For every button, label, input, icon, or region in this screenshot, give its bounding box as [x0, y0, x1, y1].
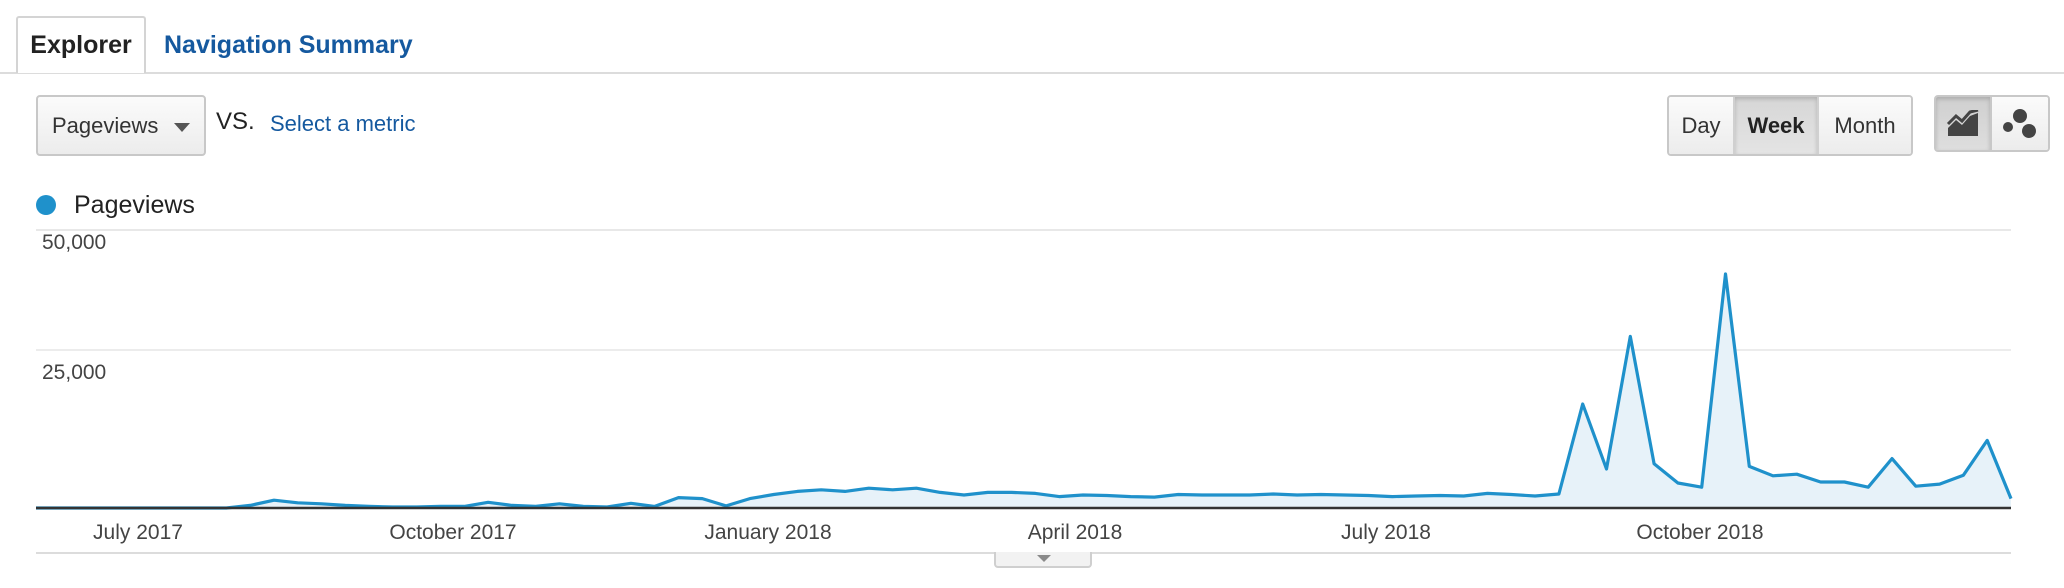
series-area-fill — [36, 274, 2011, 508]
period-day-button[interactable]: Day — [1669, 97, 1735, 154]
pageviews-chart: 50,000 25,000 July 2017 October 2017 January… — [36, 229, 2013, 544]
collapse-chart-handle[interactable] — [994, 552, 1092, 568]
line-chart-button[interactable] — [1936, 97, 1992, 150]
x-tick-label: July 2017 — [93, 521, 183, 544]
vs-label: VS. — [216, 108, 255, 135]
y-tick-label: 25,000 — [42, 361, 106, 384]
y-tick-label: 50,000 — [42, 231, 106, 254]
x-tick-label: October 2017 — [389, 521, 516, 544]
line-chart-icon — [1946, 109, 1979, 136]
x-tick-label: January 2018 — [704, 521, 831, 544]
metric-dropdown[interactable]: Pageviews — [36, 95, 206, 156]
chevron-down-icon — [174, 123, 190, 132]
motion-chart-button[interactable] — [1992, 97, 2048, 150]
period-toggle: Day Week Month — [1667, 95, 1913, 156]
period-month-button[interactable]: Month — [1819, 97, 1911, 154]
period-week-button[interactable]: Week — [1735, 97, 1819, 154]
x-tick-label: July 2018 — [1341, 521, 1431, 544]
legend-series-label: Pageviews — [74, 190, 195, 219]
tab-explorer[interactable]: Explorer — [16, 16, 146, 73]
tab-navigation-summary[interactable]: Navigation Summary — [164, 30, 413, 59]
chart-type-toggle — [1934, 95, 2050, 152]
select-metric-link[interactable]: Select a metric — [270, 111, 416, 136]
x-tick-label: October 2018 — [1636, 521, 1763, 544]
report-tabs: Explorer Navigation Summary — [0, 0, 2064, 74]
motion-chart-icon — [2003, 108, 2036, 138]
chevron-down-icon — [1037, 555, 1051, 562]
tab-baseline — [0, 72, 2064, 74]
x-tick-label: April 2018 — [1028, 521, 1123, 544]
metric-dropdown-label: Pageviews — [52, 112, 159, 138]
series-color-dot — [36, 195, 56, 215]
series-line-pageviews[interactable] — [36, 272, 2013, 510]
chart-legend: Pageviews — [36, 190, 195, 220]
